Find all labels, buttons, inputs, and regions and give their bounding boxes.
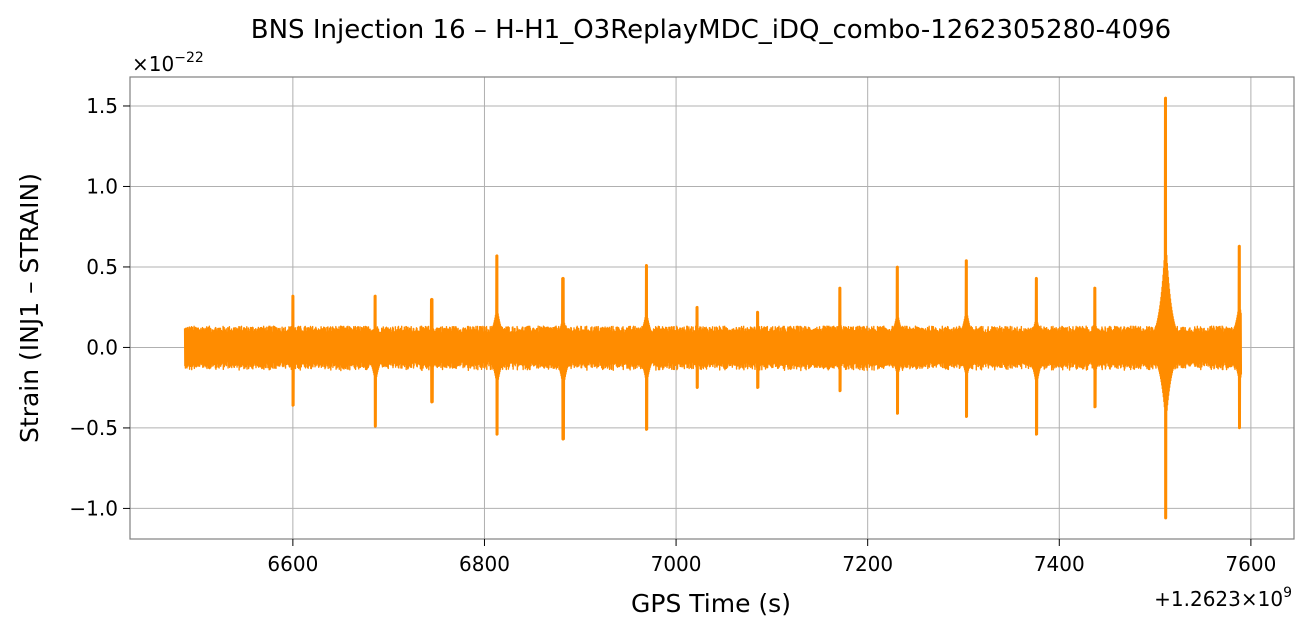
y-tick-label: −0.5 bbox=[69, 416, 118, 440]
y-multiplier-exp: −22 bbox=[174, 50, 204, 66]
y-axis-label: Strain (INJ1 – STRAIN) bbox=[15, 173, 44, 443]
plot-series bbox=[183, 96, 1243, 520]
x-axis-label: GPS Time (s) bbox=[631, 589, 791, 618]
y-multiplier-base: ×10 bbox=[132, 52, 174, 76]
x-tick-label: 7200 bbox=[842, 552, 893, 576]
x-tick-label: 7000 bbox=[651, 552, 702, 576]
tick-layer: 6600 6800 7000 7200 7400 7600 −1.0 −0.5 0.0 0.5 1.… bbox=[69, 94, 1276, 576]
grid-layer bbox=[130, 77, 1294, 539]
plot-frame bbox=[129, 76, 1295, 540]
chart-title: BNS Injection 16 – H-H1_O3ReplayMDC_iDQ_… bbox=[251, 15, 1171, 45]
y-tick-label: 1.0 bbox=[86, 174, 118, 198]
y-tick-label: 0.5 bbox=[86, 255, 118, 279]
y-tick-label: 1.5 bbox=[86, 94, 118, 118]
x-tick-label: 6800 bbox=[459, 552, 510, 576]
x-offset-base: +1.2623×10 bbox=[1154, 587, 1283, 611]
y-multiplier-label: ×10−22 bbox=[132, 50, 204, 76]
y-tick-label: −1.0 bbox=[69, 496, 118, 520]
x-tick-label: 7600 bbox=[1225, 552, 1276, 576]
x-offset-label: +1.2623×109 bbox=[1154, 585, 1292, 611]
y-tick-label: 0.0 bbox=[86, 335, 118, 359]
x-tick-label: 6600 bbox=[267, 552, 318, 576]
strain-series-line bbox=[183, 97, 1243, 519]
x-offset-exp: 9 bbox=[1283, 585, 1292, 601]
x-tick-label: 7400 bbox=[1034, 552, 1085, 576]
